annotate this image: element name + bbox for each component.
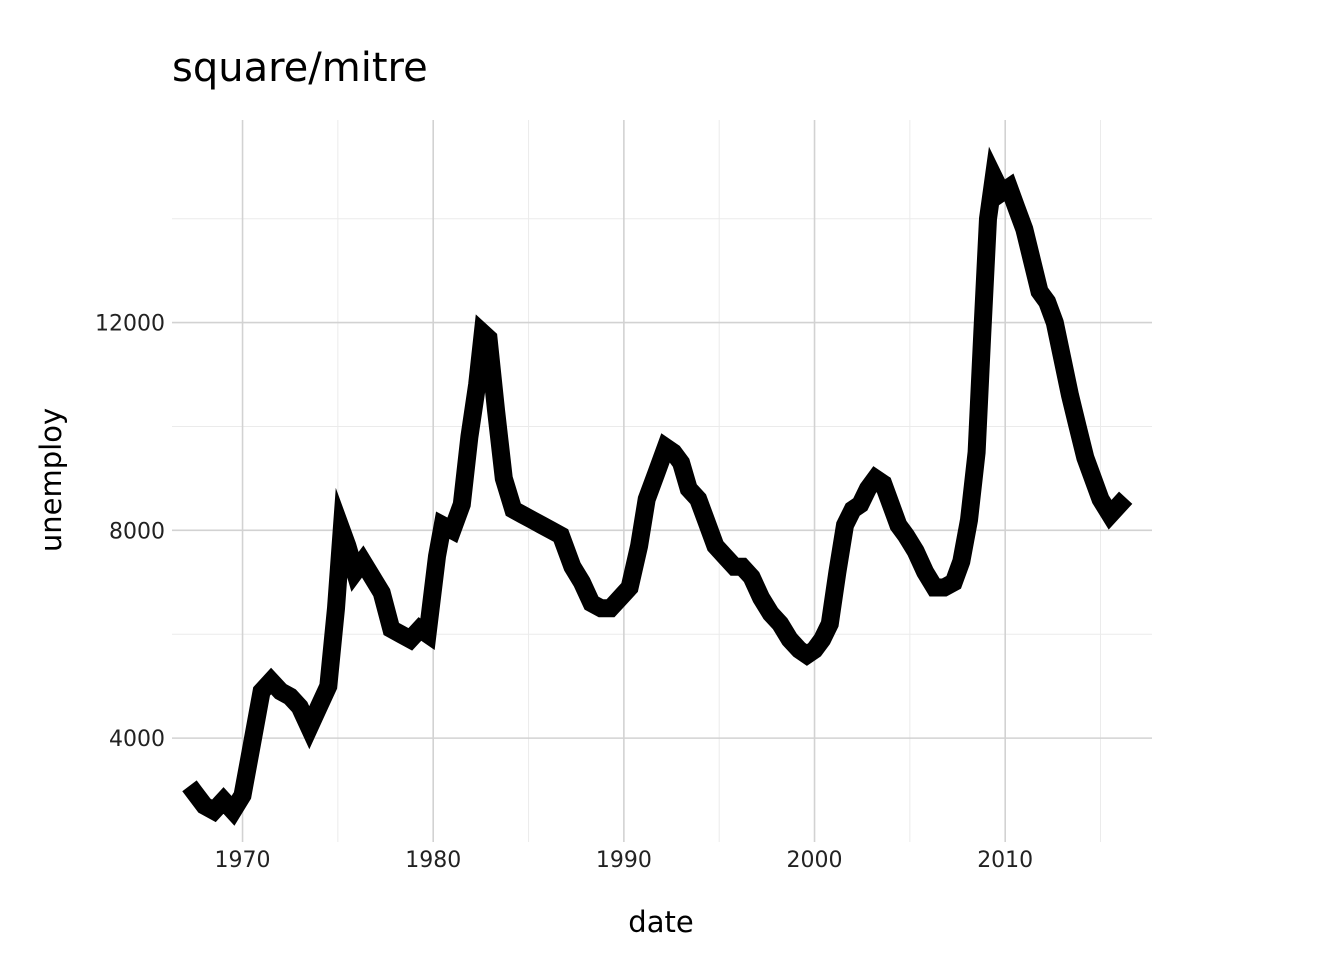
y-tick-labels: 4000 8000 12000 [95,312,165,753]
y-tick-label: 4000 [109,727,165,752]
chart-title: square/mitre [172,45,428,91]
series-group [182,146,1133,826]
x-tick-label: 1970 [215,848,271,873]
x-tick-label: 1990 [596,848,652,873]
x-tick-labels: 1970 1980 1990 2000 2010 [215,848,1034,873]
x-axis-title: date [628,905,693,939]
x-tick-label: 1980 [405,848,461,873]
y-tick-label: 12000 [95,312,165,337]
major-gridlines [172,120,1152,842]
x-tick-label: 2010 [977,848,1033,873]
x-tick-label: 2000 [787,848,843,873]
y-tick-label: 8000 [109,519,165,544]
y-axis-title: unemploy [34,408,68,552]
series-line [182,146,1133,826]
